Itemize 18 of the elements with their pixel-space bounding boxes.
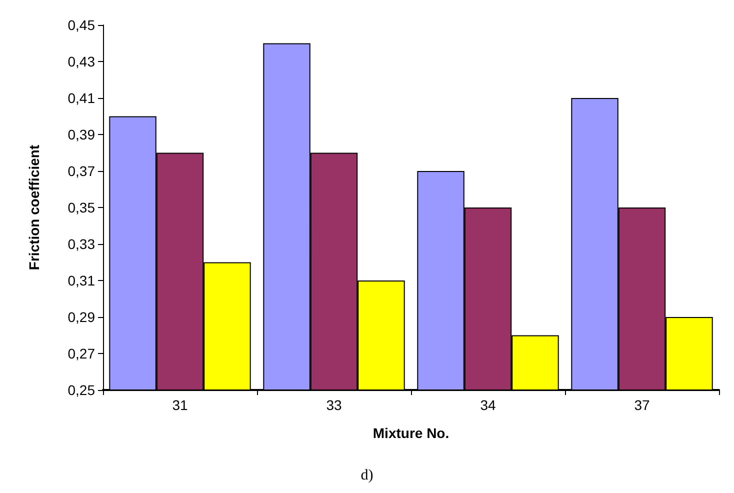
y-tick-label: 0,37 (68, 163, 96, 179)
y-tick-label: 0,45 (68, 17, 96, 33)
x-tick-label: 33 (326, 397, 342, 413)
x-tick-label: 34 (480, 397, 496, 413)
y-tick-label: 0,33 (68, 236, 96, 252)
y-tick-label: 0,29 (68, 309, 96, 325)
y-tick-label: 0,35 (68, 200, 96, 216)
x-tick-label: 31 (172, 397, 188, 413)
y-tick-label: 0,27 (68, 346, 96, 362)
y-axis-title: Friction coefficient (26, 144, 42, 270)
y-tick-label: 0,43 (68, 54, 96, 70)
text: d) (360, 468, 374, 484)
y-tick-label: 0,41 (68, 90, 96, 106)
y-tick-label: 0,31 (68, 272, 96, 288)
x-tick-label: 37 (634, 397, 650, 413)
y-tick-label: 0,39 (68, 126, 96, 142)
y-tick-label: 0,25 (68, 382, 96, 398)
x-axis-title: Mixture No. (372, 425, 450, 441)
